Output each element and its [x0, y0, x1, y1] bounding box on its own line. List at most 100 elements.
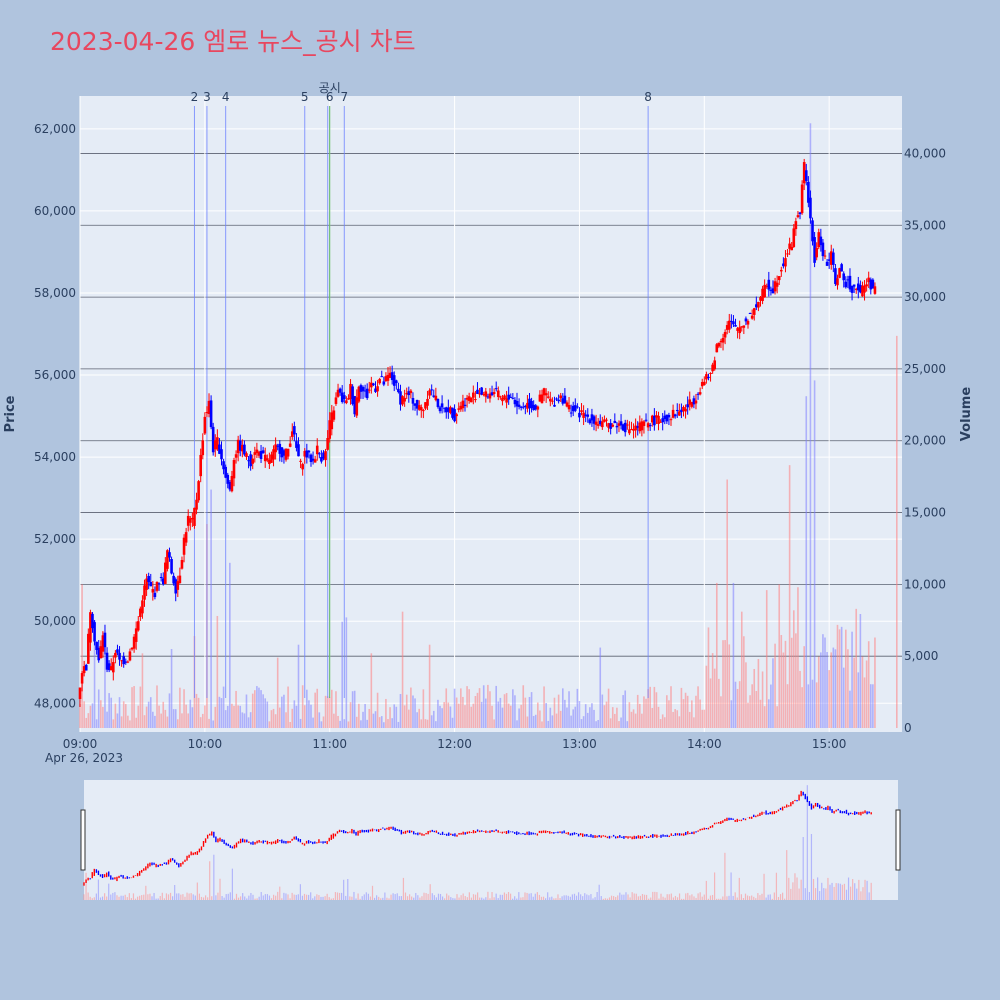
minimap-volume-bar: [320, 896, 322, 900]
minimap-volume-bar: [91, 898, 93, 900]
volume-bar: [168, 693, 171, 728]
candle-body: [478, 393, 481, 395]
candle-body: [472, 392, 475, 398]
minimap-volume-bar: [235, 893, 238, 900]
minimap-volume-bar: [786, 850, 788, 900]
minimap-volume-bar: [695, 897, 697, 900]
minimap-volume-bar: [775, 872, 778, 900]
minimap-volume-bar: [291, 892, 293, 900]
candle-body: [419, 407, 423, 411]
minimap-volume-bar: [617, 895, 619, 900]
volume-bar: [324, 695, 327, 728]
candle-body: [161, 578, 165, 585]
minimap-volume-bar: [582, 896, 584, 900]
minimap-volume-bar: [625, 892, 627, 900]
volume-tick-label: 5,000: [904, 649, 938, 663]
volume-bar: [449, 706, 452, 728]
candle-body: [188, 518, 192, 523]
range-slider-left-handle[interactable]: [80, 809, 86, 871]
volume-tick-label: 30,000: [904, 290, 946, 304]
volume-bar: [110, 697, 113, 728]
minimap-volume-bar: [823, 888, 825, 900]
volume-bar: [218, 696, 221, 728]
minimap-volume-bar: [376, 895, 378, 900]
candle-body: [91, 613, 94, 629]
volume-bar: [738, 681, 741, 728]
candle-body: [688, 399, 692, 405]
candle-body: [392, 375, 396, 386]
minimap-volume-bar: [841, 884, 843, 900]
minimap-volume-bar: [759, 895, 761, 900]
minimap-volume-bar: [615, 897, 617, 900]
volume-bar: [428, 644, 431, 728]
candle-body: [551, 400, 554, 402]
minimap-volume-bar: [254, 898, 256, 900]
volume-bar: [788, 465, 791, 728]
candle-body: [542, 388, 546, 396]
candle-body: [815, 247, 818, 258]
candle-body: [773, 281, 777, 292]
volume-bar: [460, 688, 462, 728]
volume-bar: [495, 685, 498, 728]
minimap-volume-bar: [658, 898, 660, 900]
minimap-volume-bar: [406, 896, 409, 900]
candle-body: [403, 397, 406, 402]
minimap-volume-bar: [132, 893, 135, 900]
candle-body: [376, 386, 379, 392]
volume-bar: [416, 712, 418, 728]
minimap-volume-bar: [784, 898, 786, 900]
candle-body: [717, 342, 721, 347]
candle-body: [829, 251, 833, 265]
volume-bar: [216, 615, 219, 728]
minimap-volume-bar: [250, 892, 252, 900]
minimap-volume-bar: [481, 897, 483, 900]
candle-body: [80, 673, 84, 684]
candle-body: [230, 475, 234, 492]
volume-bar: [743, 636, 745, 728]
candle-body: [476, 389, 479, 394]
volume-bar: [303, 705, 306, 728]
candle-body: [767, 279, 771, 290]
candle-body: [184, 532, 188, 543]
candle-body: [686, 404, 689, 408]
minimap-volume-bar: [781, 892, 784, 900]
minimap-volume-bar: [540, 896, 543, 900]
candle-body: [195, 499, 198, 510]
event-label: 8: [644, 90, 652, 104]
minimap-volume-bar: [126, 897, 128, 900]
candle-body: [422, 410, 425, 412]
minimap-volume-bar: [604, 898, 606, 900]
volume-bar: [320, 721, 323, 728]
candle-body: [821, 242, 825, 257]
volume-bar: [399, 694, 402, 728]
price-tick-label: 52,000: [34, 532, 76, 546]
volume-bar: [154, 715, 156, 728]
volume-bar: [591, 703, 593, 728]
range-slider-right-handle[interactable]: [895, 809, 901, 871]
volume-bar: [774, 643, 776, 728]
candle-body: [436, 398, 440, 407]
volume-bar: [333, 713, 335, 728]
volume-bar: [278, 707, 281, 728]
volume-bar: [254, 690, 256, 728]
candle-body: [840, 264, 843, 272]
candle-body: [201, 440, 205, 456]
minimap-volume-bar: [225, 894, 227, 900]
candle-body: [166, 550, 169, 569]
candle-body: [832, 252, 835, 265]
candle-body: [576, 406, 579, 408]
candle-body: [524, 405, 527, 407]
volume-bar: [122, 701, 125, 728]
candle-body: [78, 687, 82, 699]
minimap-volume-bar: [788, 877, 790, 900]
candle-body: [846, 279, 850, 281]
candle-body: [592, 416, 596, 424]
y-axis-title-volume: Volume: [959, 387, 974, 442]
volume-bar: [672, 711, 674, 728]
minimap-volume-bar: [757, 893, 759, 900]
volume-bar: [693, 717, 695, 728]
candle-body: [671, 409, 675, 418]
y-axis-title-price: Price: [3, 395, 18, 432]
volume-bar: [468, 689, 470, 728]
minimap-volume-bar: [722, 896, 724, 900]
